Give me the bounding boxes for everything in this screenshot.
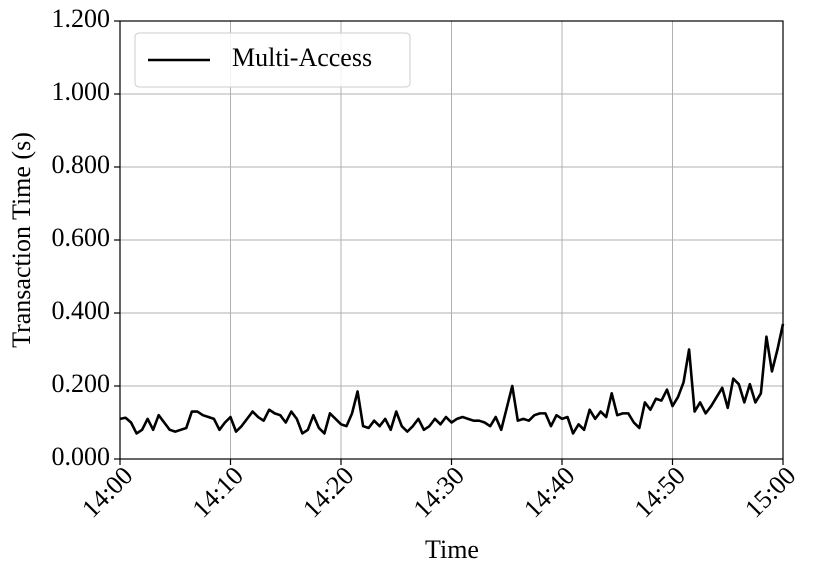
y-tick-label: 0.400 [52,296,111,325]
x-tick-label: 14:20 [297,461,359,523]
x-tick-label: 15:00 [739,461,801,523]
data-line [119,323,785,435]
y-tick-label: 0.200 [52,369,111,398]
y-tick-label: 1.200 [52,4,111,33]
x-axis-label: Time [425,535,479,564]
y-axis-label: Transaction Time (s) [7,132,36,348]
x-tick-label: 14:30 [408,461,470,523]
legend-box [134,32,411,88]
y-tick-label: 0.600 [52,223,111,252]
plot-frame [119,20,784,460]
y-tick-label: 1.000 [52,77,111,106]
y-tick-label: 0.000 [52,442,111,471]
x-tick-label: 14:50 [629,461,691,523]
legend-label: Multi-Access [232,43,372,72]
x-tick-label: 14:40 [518,461,580,523]
x-tick-label: 14:10 [187,461,249,523]
y-tick-label: 0.800 [52,150,111,179]
